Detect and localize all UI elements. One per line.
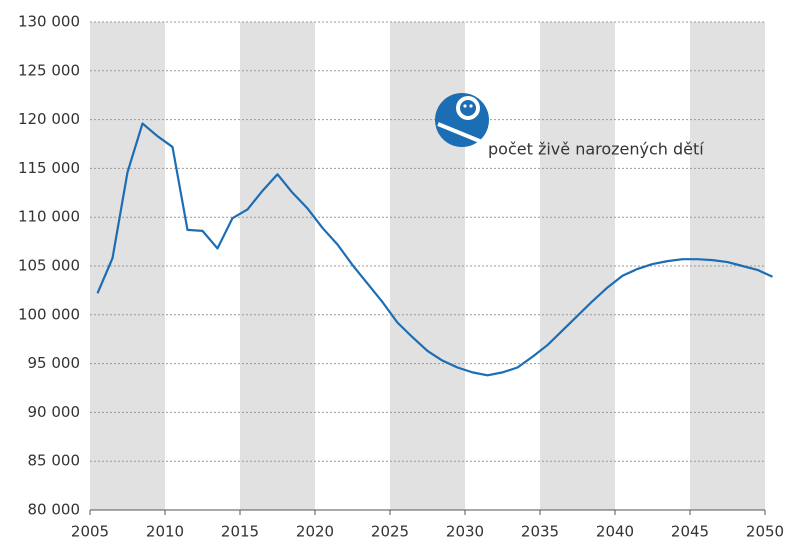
baby-icon bbox=[435, 93, 489, 147]
y-tick-label: 105 000 bbox=[18, 257, 80, 275]
x-tick-label: 2010 bbox=[146, 523, 184, 541]
y-tick-label: 110 000 bbox=[18, 208, 80, 226]
y-tick-label: 115 000 bbox=[18, 159, 80, 177]
y-tick-label: 130 000 bbox=[18, 13, 80, 31]
y-tick-label: 125 000 bbox=[18, 61, 80, 79]
x-tick-label: 2020 bbox=[296, 523, 334, 541]
grid bbox=[90, 21, 765, 462]
x-tick-label: 2035 bbox=[521, 523, 559, 541]
x-tick-label: 2005 bbox=[71, 523, 109, 541]
y-tick-label: 90 000 bbox=[28, 403, 81, 421]
annotation: počet živě narozených dětí bbox=[488, 140, 704, 159]
x-tick-label: 2050 bbox=[746, 523, 784, 541]
y-tick-label: 85 000 bbox=[28, 452, 81, 470]
y-tick-label: 95 000 bbox=[28, 354, 81, 372]
y-tick-label: 80 000 bbox=[28, 501, 81, 519]
y-tick-label: 100 000 bbox=[18, 305, 80, 323]
x-tick-label: 2040 bbox=[596, 523, 634, 541]
y-tick-label: 120 000 bbox=[18, 110, 80, 128]
x-tick-label: 2030 bbox=[446, 523, 484, 541]
x-tick-label: 2015 bbox=[221, 523, 259, 541]
x-tick-label: 2045 bbox=[671, 523, 709, 541]
line bbox=[96, 122, 773, 377]
x-tick-label: 2025 bbox=[371, 523, 409, 541]
